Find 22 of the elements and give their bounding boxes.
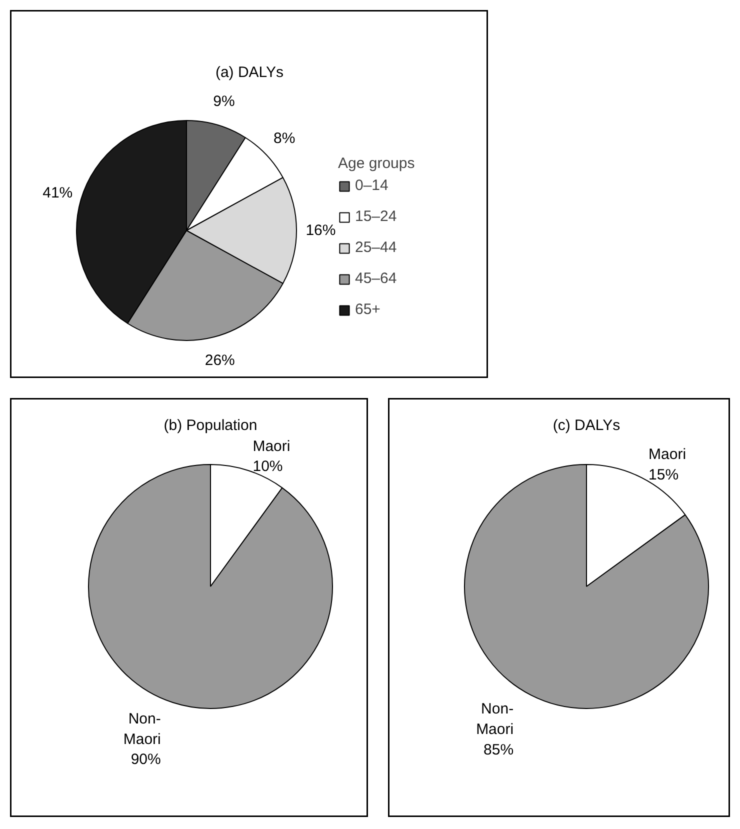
data-label: 15% — [648, 466, 679, 484]
legend-label: 15–24 — [355, 208, 397, 225]
data-label: 8% — [273, 130, 296, 148]
chart-title: (b) Population — [164, 417, 258, 434]
data-label: 26% — [204, 352, 235, 369]
legend-label: 45–64 — [355, 270, 397, 287]
slice-label: Maori — [252, 438, 290, 455]
chart-title: (c) DALYs — [552, 417, 620, 434]
chart-title: (a) DALYs — [215, 64, 284, 81]
legend-label: 65+ — [355, 301, 380, 318]
slice-label: Maori — [648, 446, 686, 464]
data-label: 16% — [306, 222, 336, 239]
data-label: 10% — [252, 458, 283, 476]
data-label: 9% — [213, 93, 235, 110]
legend-label: 25–44 — [355, 239, 397, 256]
legend-label: 0–14 — [355, 177, 388, 194]
legend-title: Age groups — [338, 155, 415, 172]
data-label: 41% — [42, 184, 73, 202]
slice-label: Non-Maori — [123, 710, 161, 748]
data-label: 90% — [130, 751, 161, 768]
data-label: 85% — [484, 742, 514, 759]
slice-label: Non-Maori — [476, 700, 514, 738]
